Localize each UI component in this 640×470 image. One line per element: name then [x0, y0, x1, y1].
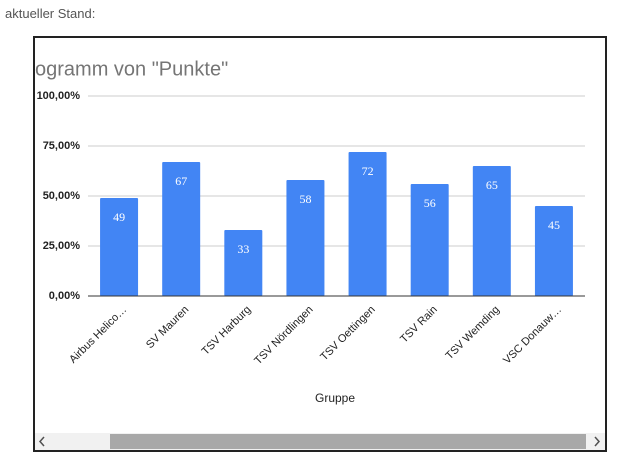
- heading: aktueller Stand:: [5, 6, 96, 21]
- bar: [286, 180, 325, 296]
- value-label: 49: [113, 210, 125, 224]
- scroll-left[interactable]: [38, 436, 45, 447]
- chart-title: ogramm von "Punkte": [35, 58, 228, 80]
- y-tick-label: 25,00%: [43, 240, 81, 252]
- x-axis-label: Gruppe: [315, 391, 355, 405]
- value-label: 45: [548, 218, 560, 232]
- bar: [410, 184, 449, 296]
- y-tick-label: 50,00%: [43, 190, 81, 202]
- bar: [162, 162, 201, 296]
- bar: [472, 166, 511, 296]
- bar: [224, 230, 263, 296]
- scrollbar-thumb[interactable]: [110, 434, 586, 449]
- bar: [100, 198, 139, 296]
- scroll-right[interactable]: [594, 436, 601, 447]
- y-tick-label: 75,00%: [43, 140, 81, 152]
- value-label: 56: [424, 196, 436, 210]
- y-tick-label: 100,00%: [37, 90, 81, 102]
- value-label: 58: [299, 192, 311, 206]
- value-label: 72: [362, 164, 374, 178]
- bar: [534, 206, 573, 296]
- bar: [348, 152, 387, 296]
- y-tick-label: 0,00%: [49, 290, 80, 302]
- value-label: 67: [175, 174, 187, 188]
- value-label: 33: [237, 242, 249, 256]
- value-label: 65: [486, 178, 498, 192]
